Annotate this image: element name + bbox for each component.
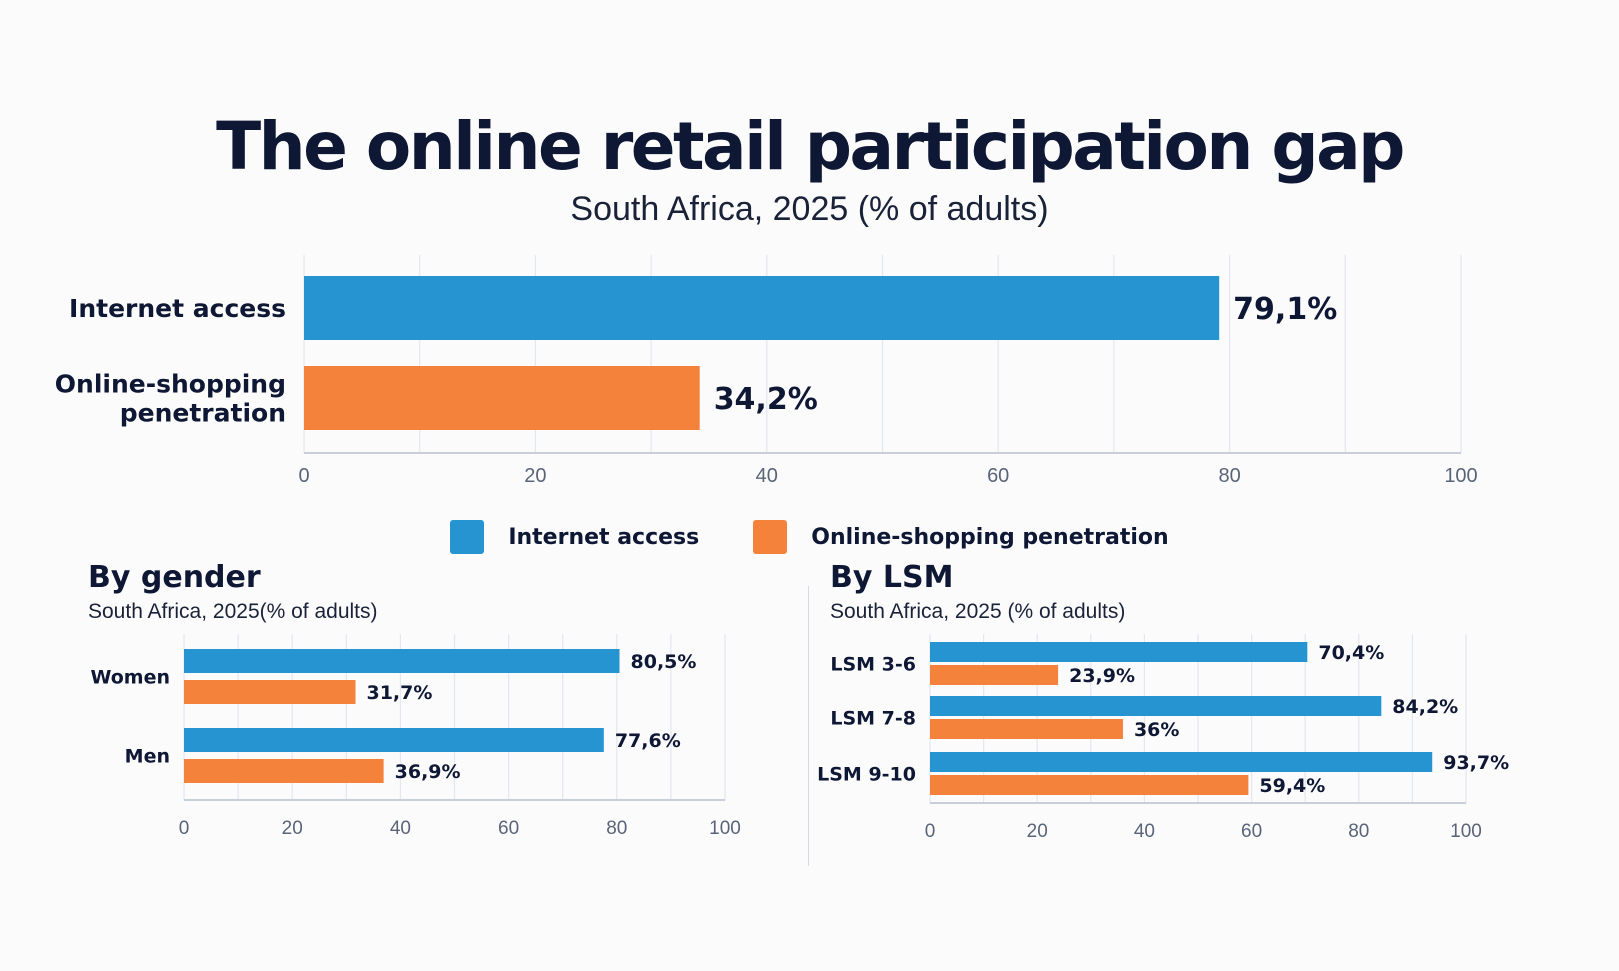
lsm-data-label: 59,4% xyxy=(1259,775,1325,797)
lsm-category-label: LSM 9-10 xyxy=(817,764,916,786)
gender-category-label: Women xyxy=(90,667,170,689)
lsm-bar-lsm-9-10-internet-access xyxy=(930,752,1433,772)
lsm-tick-label: 0 xyxy=(925,821,936,842)
main-tick-label: 60 xyxy=(987,465,1009,487)
legend: Internet access Online-shopping penetrat… xyxy=(0,520,1619,554)
lsm-bar-lsm-3-6-internet-access xyxy=(930,642,1308,662)
gender-bar-women-internet-access xyxy=(184,649,620,673)
main-bar-online-shopping-penetration xyxy=(304,366,700,430)
main-tick-label: 20 xyxy=(524,465,546,487)
main-data-label: 79,1% xyxy=(1233,292,1337,327)
lsm-bar-lsm-7-8-internet-access xyxy=(930,696,1382,716)
lsm-tick-label: 40 xyxy=(1134,821,1155,842)
main-tick-label: 0 xyxy=(298,465,309,487)
gender-bar-women-online-shopping-penetration xyxy=(184,680,356,704)
gender-category-label: Men xyxy=(125,746,170,768)
lsm-panel-title: By LSM xyxy=(830,560,954,595)
gender-tick-label: 80 xyxy=(606,818,627,839)
legend-swatch-internet xyxy=(450,520,485,554)
lsm-bar-lsm-7-8-online-shopping-penetration xyxy=(930,719,1123,739)
gender-panel-subtitle: South Africa, 2025(% of adults) xyxy=(88,600,378,623)
lsm-data-label: 70,4% xyxy=(1318,642,1384,664)
gender-data-label: 36,9% xyxy=(395,761,461,783)
gender-panel-title: By gender xyxy=(88,560,261,595)
gender-data-label: 77,6% xyxy=(615,730,681,752)
lsm-data-label: 93,7% xyxy=(1443,752,1509,774)
gender-tick-label: 0 xyxy=(179,818,190,839)
main-category-label: Online-shopping xyxy=(55,370,286,399)
lsm-tick-label: 60 xyxy=(1241,821,1262,842)
gender-tick-label: 40 xyxy=(390,818,411,839)
main-tick-label: 80 xyxy=(1218,465,1240,487)
main-tick-label: 40 xyxy=(756,465,778,487)
gender-tick-label: 20 xyxy=(282,818,303,839)
gender-data-label: 31,7% xyxy=(366,682,432,704)
legend-swatch-online-shopping xyxy=(753,520,788,554)
lsm-data-label: 36% xyxy=(1134,719,1179,741)
lsm-data-label: 23,9% xyxy=(1069,665,1135,687)
legend-label-online-shopping: Online-shopping penetration xyxy=(811,524,1169,550)
main-bar-internet-access xyxy=(304,276,1220,340)
lsm-bar-lsm-9-10-online-shopping-penetration xyxy=(930,775,1249,795)
lsm-data-label: 84,2% xyxy=(1392,696,1458,718)
main-data-label: 34,2% xyxy=(714,382,818,417)
gender-data-label: 80,5% xyxy=(631,651,697,673)
legend-item-online-shopping: Online-shopping penetration xyxy=(753,520,1169,554)
gender-bar-men-online-shopping-penetration xyxy=(184,759,384,783)
legend-label-internet: Internet access xyxy=(508,524,700,550)
gender-bar-men-internet-access xyxy=(184,728,604,752)
lsm-tick-label: 80 xyxy=(1348,821,1369,842)
chart-subtitle: South Africa, 2025 (% of adults) xyxy=(570,190,1049,228)
lsm-tick-label: 20 xyxy=(1027,821,1048,842)
lsm-category-label: LSM 3-6 xyxy=(830,654,916,676)
gender-tick-label: 100 xyxy=(709,818,741,839)
chart-title: The online retail participation gap xyxy=(216,108,1405,185)
panel-divider xyxy=(808,586,809,866)
main-tick-label: 100 xyxy=(1444,465,1477,487)
main-category-label: Internet access xyxy=(69,294,286,323)
lsm-bar-lsm-3-6-online-shopping-penetration xyxy=(930,665,1059,685)
lsm-tick-label: 100 xyxy=(1450,821,1482,842)
gender-tick-label: 60 xyxy=(498,818,519,839)
lsm-panel-subtitle: South Africa, 2025 (% of adults) xyxy=(830,600,1126,623)
main-category-label: penetration xyxy=(120,399,286,428)
legend-item-internet: Internet access xyxy=(450,520,699,554)
lsm-category-label: LSM 7-8 xyxy=(830,708,916,730)
